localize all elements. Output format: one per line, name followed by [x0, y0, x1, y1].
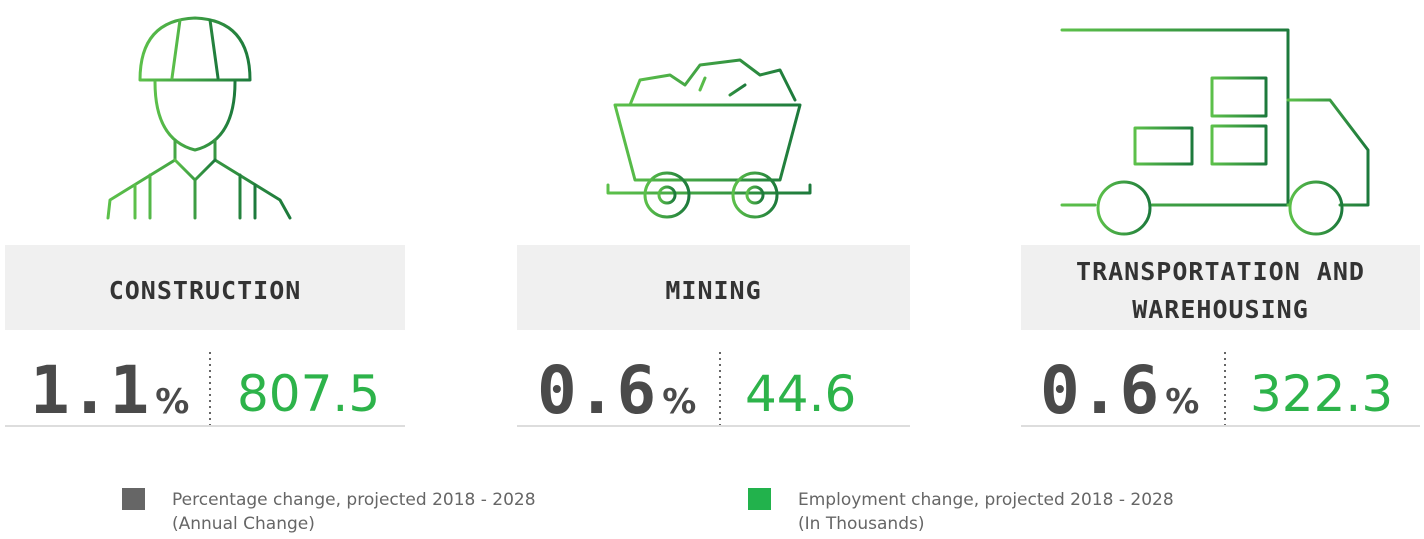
truck-icon — [1060, 28, 1370, 236]
panel-title: CONSTRUCTION — [109, 276, 302, 305]
percent-unit: % — [155, 382, 189, 422]
percent-number: 1.1 — [30, 352, 149, 429]
title-box — [5, 245, 405, 330]
panel-title: TRANSPORTATION AND — [1076, 257, 1365, 286]
legend-text: Employment change, projected 2018 - 2028 — [798, 490, 1174, 510]
panel-title: WAREHOUSING — [1132, 295, 1309, 324]
legend-swatch — [122, 488, 145, 510]
legend-text: (In Thousands) — [798, 514, 925, 534]
percent-value: 0.6% — [537, 352, 696, 429]
panel-title: MINING — [665, 276, 761, 305]
employment-value: 807.5 — [237, 365, 380, 423]
title-box — [1021, 245, 1420, 330]
worker-icon — [106, 16, 292, 220]
percent-value: 1.1% — [30, 352, 189, 429]
percent-unit: % — [1165, 382, 1199, 422]
employment-value: 44.6 — [745, 365, 856, 423]
legend-text: (Annual Change) — [172, 514, 315, 534]
percent-number: 0.6 — [537, 352, 656, 429]
percent-value: 0.6% — [1040, 352, 1199, 429]
percent-number: 0.6 — [1040, 352, 1159, 429]
title-box — [517, 245, 910, 330]
legend-text: Percentage change, projected 2018 - 2028 — [172, 490, 536, 510]
legend-swatch — [748, 488, 771, 510]
employment-value: 322.3 — [1250, 365, 1393, 423]
mine-cart-icon — [606, 58, 812, 219]
percent-unit: % — [662, 382, 696, 422]
